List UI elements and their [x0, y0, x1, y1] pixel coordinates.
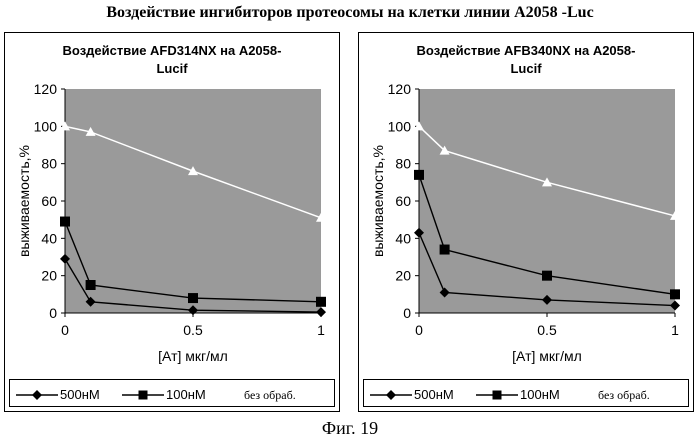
- legend-label: без обраб.: [244, 388, 296, 402]
- x-axis-label: [Ат] мкг/мл: [158, 348, 228, 364]
- y-tick-label: 120: [388, 81, 412, 97]
- y-tick-label: 80: [41, 156, 57, 172]
- y-tick-label: 20: [395, 268, 411, 284]
- chart-title-line2: Lucif: [156, 61, 188, 76]
- data-point-square: [414, 170, 424, 180]
- x-tick-label: 0: [61, 322, 69, 338]
- data-point-square: [542, 271, 552, 281]
- legend-label: 100нМ: [520, 387, 560, 402]
- chart-panel-afb340nx: Воздействие AFB340NX на A2058- Lucif 0 20 40…: [358, 32, 694, 412]
- legend-label: без обраб.: [598, 388, 650, 402]
- diamond-marker-icon: [16, 387, 58, 403]
- legend-item-500nm: 500нМ: [16, 386, 100, 402]
- legend-item-untreated: без обраб.: [596, 386, 650, 402]
- y-tick-label: 0: [403, 305, 411, 321]
- y-tick-label: 0: [49, 305, 57, 321]
- chart-title-line1: Воздействие AFB340NX на A2058-: [417, 43, 636, 58]
- data-point-square: [316, 297, 326, 307]
- y-axis-label: выживаемость,%: [370, 145, 386, 257]
- chart-legend: 500нМ 100нМ без обраб.: [363, 379, 689, 407]
- legend-label: 500нМ: [60, 387, 100, 402]
- y-tick-label: 60: [395, 193, 411, 209]
- x-tick-label: 0.5: [183, 322, 203, 338]
- x-tick-label: 1: [671, 322, 679, 338]
- y-tick-label: 100: [388, 118, 412, 134]
- plot-area: [65, 89, 321, 313]
- y-tick-label: 100: [34, 118, 58, 134]
- chart-title-line2: Lucif: [510, 61, 542, 76]
- legend-label: 500нМ: [414, 387, 454, 402]
- square-marker-icon: [122, 387, 164, 403]
- data-point-square: [440, 245, 450, 255]
- chart-legend: 500нМ 100нМ без обраб.: [9, 379, 335, 407]
- chart-afd314nx: Воздействие AFD314NX на A2058- Lucif 0 20 40…: [5, 33, 339, 377]
- x-tick-label: 0: [415, 322, 423, 338]
- y-tick-label: 120: [34, 81, 58, 97]
- data-point-square: [670, 289, 680, 299]
- x-tick-label: 0.5: [537, 322, 557, 338]
- x-tick-label: 1: [317, 322, 325, 338]
- data-point-square: [60, 217, 70, 227]
- figure-title: Воздействие ингибиторов протеосомы на кл…: [0, 4, 700, 22]
- y-tick-label: 20: [41, 268, 57, 284]
- chart-title-line1: Воздействие AFD314NX на A2058-: [63, 43, 282, 58]
- y-tick-label: 80: [395, 156, 411, 172]
- legend-item-100nm: 100нМ: [476, 386, 560, 402]
- data-point-square: [86, 280, 96, 290]
- legend-item-untreated: без обраб.: [242, 386, 296, 402]
- chart-afb340nx: Воздействие AFB340NX на A2058- Lucif 0 20 40…: [359, 33, 693, 377]
- chart-panel-afd314nx: Воздействие AFD314NX на A2058- Lucif 0 20 40…: [4, 32, 340, 412]
- figure-caption: Фиг. 19: [0, 418, 700, 439]
- y-axis-label: выживаемость,%: [16, 145, 32, 257]
- legend-label: 100нМ: [166, 387, 206, 402]
- square-marker-icon: [476, 387, 518, 403]
- y-tick-label: 40: [41, 230, 57, 246]
- y-tick-label: 40: [395, 230, 411, 246]
- legend-item-500nm: 500нМ: [370, 386, 454, 402]
- x-axis-label: [Ат] мкг/мл: [512, 348, 582, 364]
- diamond-marker-icon: [370, 387, 412, 403]
- data-point-square: [188, 293, 198, 303]
- legend-item-100nm: 100нМ: [122, 386, 206, 402]
- y-tick-label: 60: [41, 193, 57, 209]
